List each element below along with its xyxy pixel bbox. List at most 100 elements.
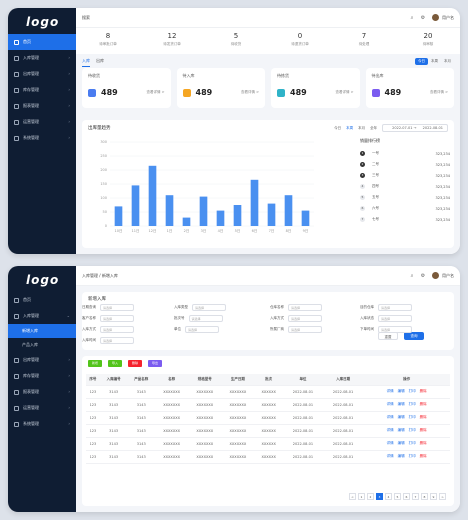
sidebar-item[interactable]: 系统管理 › [8, 130, 76, 146]
settings-icon[interactable]: ⚙ [420, 272, 426, 279]
row-action[interactable]: 删除 [419, 402, 427, 406]
stat-item[interactable]: 12 待发货订单 [140, 28, 204, 54]
row-action[interactable]: 删除 [419, 415, 427, 419]
sidebar-item[interactable]: 运营管理 › [8, 114, 76, 130]
stat-item[interactable]: 20 待审核 [396, 28, 460, 54]
row-action[interactable]: 打印 [408, 415, 416, 419]
field-select[interactable]: 请选择 [288, 304, 322, 311]
sidebar-item[interactable]: 出库管理 › [8, 352, 76, 368]
settings-icon[interactable]: ⚙ [420, 14, 426, 21]
field-select[interactable]: 请选择 [192, 304, 226, 311]
filter-today[interactable]: 今日 [334, 125, 342, 130]
card-link[interactable]: 查看详情 > [335, 90, 354, 94]
field-select[interactable]: 请选择 [100, 315, 134, 322]
field-select[interactable]: 请选择 [378, 326, 412, 333]
row-action[interactable]: 编辑 [397, 415, 405, 419]
sidebar-item[interactable]: 报表管理 › [8, 98, 76, 114]
toolbar-button[interactable]: 导出 [148, 360, 162, 367]
field-select[interactable]: 请选择 [100, 326, 134, 333]
page-button[interactable]: 4 [385, 493, 392, 500]
bar[interactable] [284, 195, 293, 226]
bar[interactable] [165, 195, 174, 226]
page-button[interactable]: 3 [376, 493, 383, 500]
sidebar-subitem[interactable]: 新增入库 [8, 324, 76, 338]
bar[interactable] [267, 203, 276, 226]
filter-week[interactable]: 本周 [346, 125, 354, 130]
range-month[interactable]: 本月 [444, 58, 451, 63]
row-action[interactable]: 编辑 [397, 402, 405, 406]
sidebar-item[interactable]: 出库管理 › [8, 66, 76, 82]
bar[interactable] [301, 210, 310, 226]
row-action[interactable]: 编辑 [397, 454, 405, 458]
stat-item[interactable]: 0 待退货订单 [268, 28, 332, 54]
row-action[interactable]: 删除 [419, 428, 427, 432]
range-week[interactable]: 本周 [431, 58, 438, 63]
tab-inbound[interactable]: 入库 [82, 56, 90, 67]
row-action[interactable]: 详情 [386, 402, 394, 406]
page-button[interactable]: 8 [421, 493, 428, 500]
sidebar-item[interactable]: 首页 [8, 34, 76, 50]
field-select[interactable]: 请选择 [288, 315, 322, 322]
field-select[interactable]: 请选择 [378, 315, 412, 322]
row-action[interactable]: 编辑 [397, 389, 405, 393]
card-link[interactable]: 查看详情 > [240, 90, 259, 94]
toolbar-button[interactable]: 新增 [88, 360, 102, 367]
sidebar-subitem[interactable]: 产品入库 [22, 342, 38, 347]
user-name[interactable]: 用户名 [442, 14, 454, 20]
row-action[interactable]: 详情 [386, 428, 394, 432]
sidebar-item[interactable]: 入库管理 › [8, 50, 76, 66]
page-button[interactable]: 5 [394, 493, 401, 500]
page-button[interactable]: 2 [367, 493, 374, 500]
sidebar-item[interactable]: 库存管理 › [8, 368, 76, 384]
page-button[interactable]: 9 [430, 493, 437, 500]
row-action[interactable]: 编辑 [397, 441, 405, 445]
field-select[interactable]: 请选择 [100, 304, 134, 311]
range-today[interactable]: 今日 [415, 57, 428, 65]
tab-outbound[interactable]: 出库 [96, 58, 104, 63]
date-range-picker[interactable]: 2022-07-01 → 2022-08-01 [382, 124, 448, 132]
field-select[interactable]: 请选择 [100, 337, 134, 344]
sidebar-item[interactable]: 入库管理 ⌄ [8, 308, 76, 324]
row-action[interactable]: 详情 [386, 441, 394, 445]
row-action[interactable]: 打印 [408, 428, 416, 432]
field-select[interactable]: 请选择 [378, 304, 412, 311]
page-button[interactable]: 1 [358, 493, 365, 500]
card-link[interactable]: 查看详情 > [146, 90, 165, 94]
sidebar-item[interactable]: 库存管理 › [8, 82, 76, 98]
search-icon[interactable]: ⌕ [410, 272, 414, 279]
row-action[interactable]: 删除 [419, 389, 427, 393]
row-action[interactable]: 打印 [408, 441, 416, 445]
bar[interactable] [216, 210, 225, 226]
card-link[interactable]: 查看详情 > [429, 90, 448, 94]
page-button[interactable]: < [349, 493, 356, 500]
row-action[interactable]: 删除 [419, 441, 427, 445]
filter-year[interactable]: 全年 [370, 125, 378, 130]
row-action[interactable]: 详情 [386, 415, 394, 419]
bar[interactable] [114, 206, 123, 226]
filter-month[interactable]: 本月 [358, 125, 366, 130]
bar[interactable] [148, 165, 157, 226]
field-select[interactable]: 请选择 [185, 326, 219, 333]
bar[interactable] [182, 217, 191, 226]
row-action[interactable]: 打印 [408, 389, 416, 393]
search-label[interactable]: 搜索 [82, 14, 90, 20]
sidebar-item[interactable]: 运营管理 › [8, 400, 76, 416]
sidebar-item[interactable]: 首页 [8, 292, 76, 308]
row-action[interactable]: 打印 [408, 402, 416, 406]
page-button[interactable]: 7 [412, 493, 419, 500]
row-action[interactable]: 详情 [386, 454, 394, 458]
page-button[interactable]: > [439, 493, 446, 500]
row-action[interactable]: 编辑 [397, 428, 405, 432]
field-select[interactable]: 请选择 [288, 326, 322, 333]
sidebar-item[interactable]: 系统管理 › [8, 416, 76, 432]
field-select[interactable]: 请选择 [188, 315, 223, 322]
sidebar-item[interactable]: 报表管理 › [8, 384, 76, 400]
stat-item[interactable]: 7 待处理 [332, 28, 396, 54]
bar[interactable] [131, 185, 140, 226]
avatar[interactable] [432, 272, 439, 279]
stat-item[interactable]: 8 待审批订单 [76, 28, 140, 54]
row-action[interactable]: 删除 [419, 454, 427, 458]
toolbar-button[interactable]: 删除 [128, 360, 142, 367]
avatar[interactable] [432, 14, 439, 21]
bar[interactable] [250, 179, 259, 226]
